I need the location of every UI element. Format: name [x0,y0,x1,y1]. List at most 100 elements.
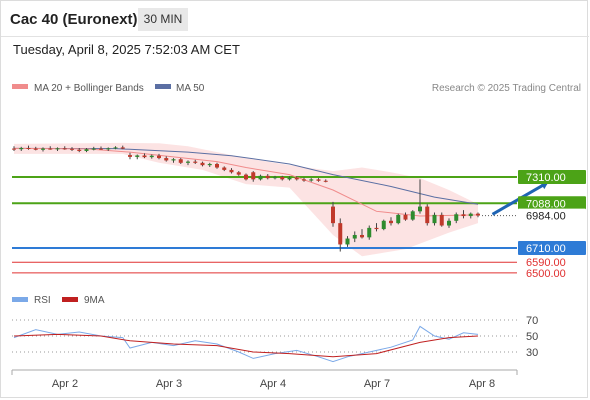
candle-body [106,148,111,150]
level-label-box [518,208,586,223]
level-label: 7088.00 [526,198,566,210]
candle-body [432,214,437,224]
chart-header: Cac 40 (Euronext) 30 MIN [1,1,589,37]
candle-body [62,148,67,150]
candle-body [476,213,480,216]
candle-body [360,234,364,238]
credit-text: Research © 2025 Trading Central [432,83,581,94]
level-label: 7310.00 [526,172,566,184]
candle-body [33,148,38,150]
candle-body [439,214,444,226]
ma9-legend-swatch [62,297,78,302]
candle-body [338,223,343,245]
candle-body [309,179,314,181]
candle-body [447,220,451,226]
candle-body [222,167,227,170]
chart-datetime: Tuesday, April 8, 2025 7:52:03 AM CET [13,42,240,57]
candle-body [113,147,118,149]
level-label: 6590.00 [526,257,566,269]
candle-body [12,148,16,150]
candle-body [374,227,379,230]
price-levels [12,176,517,274]
candle-body [99,148,103,150]
candle-body [454,214,459,221]
candle-body [258,175,263,180]
level-label: 6984.00 [526,211,566,223]
candle-body [157,155,161,159]
level-label-box [518,196,586,211]
candle-body [229,169,234,173]
candle-body [381,220,386,230]
rsi-panel: 70 50 30 [12,315,538,363]
level-label: 6500.00 [526,268,566,280]
x-tick-label: Apr 8 [469,378,495,390]
candle-body [244,174,248,180]
candle-body [207,163,212,166]
rsi-line [13,325,479,363]
candlesticks [12,145,480,252]
candle-body [135,155,140,157]
candle-body [26,148,31,150]
candle-body [70,148,74,150]
rsi-ma-line [13,333,479,358]
candle-body [403,214,408,220]
candle-body [120,147,125,149]
candle-body [418,206,422,212]
candle-body [149,155,154,158]
candle-body [323,180,328,182]
candle-body [193,161,198,163]
level-label: 6710.00 [526,243,566,255]
x-tick-label: Apr 7 [364,378,390,390]
candle-body [316,179,321,181]
candle-body [461,214,466,217]
candle-body [302,179,306,181]
candle-body [48,148,53,150]
candle-body [251,172,256,180]
candle-body [352,234,357,239]
rsi-legend-swatch [12,297,28,302]
candle-body [331,206,335,224]
candle-body [84,149,89,151]
bollinger-band [14,142,478,257]
x-tick-label: Apr 4 [260,378,286,390]
rsi-tick-label: 50 [526,331,538,343]
candle-body [265,175,270,179]
x-tick-label: Apr 3 [156,378,182,390]
x-tick-label: Apr 2 [52,378,78,390]
ma20-legend-label: MA 20 + Bollinger Bands [34,83,144,94]
candle-body [367,227,372,238]
candle-body [215,163,219,168]
candle-body [294,177,299,180]
candle-body [200,162,205,166]
candle-body [425,206,430,224]
x-axis: Apr 2 Apr 3 Apr 4 Apr 7 Apr 8 [11,369,518,390]
level-label-box [518,170,586,184]
rsi-tick-label: 30 [526,347,538,359]
ma50-legend-label: MA 50 [176,83,205,94]
candle-body [171,159,176,161]
candle-body [77,149,82,151]
ma20-line [13,147,479,217]
instrument-title: Cac 40 (Euronext) [10,11,138,28]
candle-body [410,211,415,220]
rsi-tick-label: 70 [526,315,538,327]
timeframe-button[interactable]: 30 MIN [138,8,188,31]
candle-body [396,214,401,224]
candle-body [178,159,183,163]
ma50-legend-swatch [155,84,171,89]
candle-body [19,148,24,150]
candle-body [280,177,285,180]
candle-body [273,177,277,179]
candle-body [142,155,147,158]
candle-body [41,148,45,150]
candle-body [186,161,190,163]
candle-body [389,220,393,224]
candle-body [345,238,350,245]
candle-body [55,148,60,150]
candle-body [236,172,241,175]
candle-body [164,158,169,161]
candle-body [128,155,132,157]
bollinger-band-area [14,142,478,257]
